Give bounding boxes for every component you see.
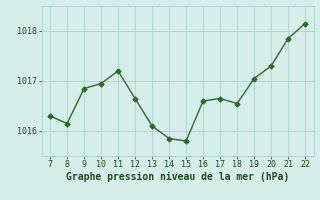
X-axis label: Graphe pression niveau de la mer (hPa): Graphe pression niveau de la mer (hPa) (66, 172, 289, 182)
